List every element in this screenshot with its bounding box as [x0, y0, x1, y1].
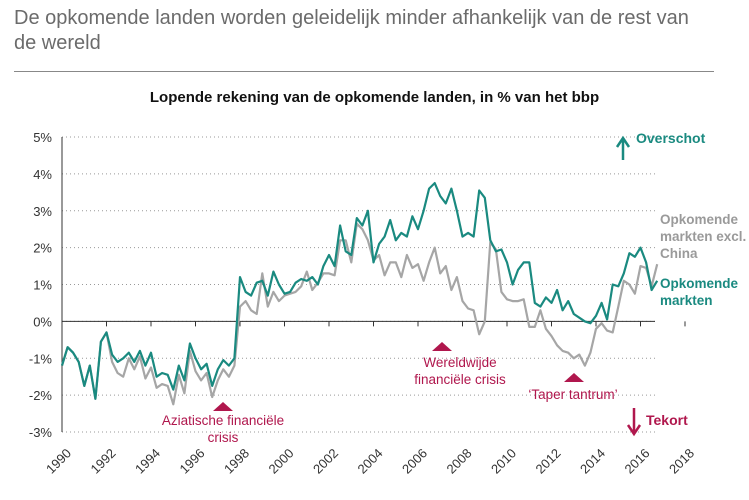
y-tick-label: -1% — [29, 351, 53, 366]
chart-title: Lopende rekening van de opkomende landen… — [149, 89, 600, 106]
x-tick-label: 2000 — [266, 446, 297, 477]
x-tick-label: 2006 — [399, 446, 430, 477]
y-tick-label: 3% — [33, 204, 52, 219]
x-tick-label: 2004 — [355, 446, 386, 477]
y-tick-label: 5% — [33, 130, 52, 145]
annotation: Overschot — [636, 130, 706, 146]
arrow-up — [615, 135, 631, 160]
series-line — [60, 182, 659, 400]
annotation: Wereldwijde financiële crisis — [414, 355, 506, 387]
annotation: Tekort — [646, 412, 688, 428]
annotation-marker — [564, 373, 584, 382]
x-tick-label: 2008 — [444, 446, 475, 477]
y-tick-label: -2% — [29, 388, 53, 403]
annotation-marker — [432, 342, 452, 351]
x-tick-label: 2018 — [666, 446, 697, 477]
y-tick-label: 2% — [33, 241, 52, 256]
series-line — [60, 222, 659, 406]
x-tick-label: 2002 — [310, 446, 341, 477]
legend-entry: Opkomende markten excl. China — [660, 212, 747, 261]
legend-entry: Opkomende markten — [660, 276, 739, 308]
rule — [14, 71, 714, 72]
x-tick-label: 1994 — [132, 446, 163, 477]
annotation-marker — [213, 402, 233, 411]
y-tick-label: 0% — [33, 314, 52, 329]
y-tick-label: 1% — [33, 278, 52, 293]
x-tick-label: 2010 — [488, 446, 519, 477]
y-tick-label: 4% — [33, 167, 52, 182]
x-tick-label: 1992 — [88, 446, 119, 477]
x-tick-label: 2016 — [622, 446, 653, 477]
x-tick-label: 2012 — [533, 446, 564, 477]
annotation: Aziatische financiële crisis — [161, 413, 285, 445]
arrow-down — [626, 408, 642, 437]
y-tick-label: -3% — [29, 425, 53, 440]
page-title: De opkomende landen worden geleidelijk m… — [14, 7, 689, 54]
x-tick-label: 2014 — [577, 446, 608, 477]
annotation: ‘Taper tantrum’ — [528, 387, 618, 402]
x-tick-label: 1990 — [43, 446, 74, 477]
x-tick-label: 1998 — [221, 446, 252, 477]
x-tick-label: 1996 — [177, 446, 208, 477]
